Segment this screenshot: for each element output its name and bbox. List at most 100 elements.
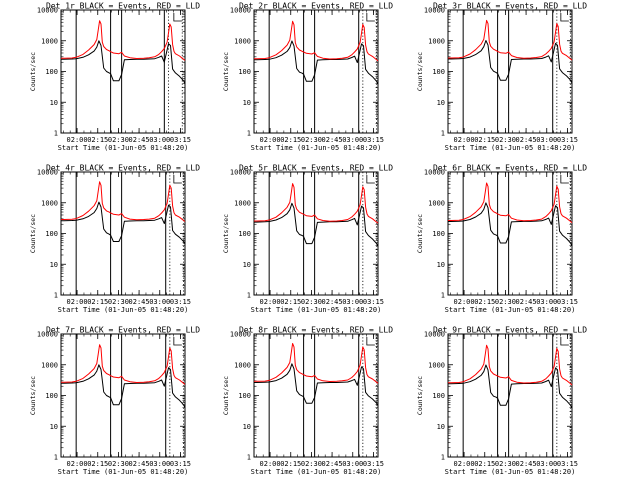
y-tick-label: 1000 xyxy=(41,361,58,369)
y-axis-label: Counts/sec xyxy=(222,376,230,415)
x-tick-label: 02:30 xyxy=(495,460,516,468)
x-tick-label: 03:00 xyxy=(342,460,363,468)
y-tick-label: 10000 xyxy=(37,331,58,339)
x-tick-label: 03:15 xyxy=(557,136,578,144)
x-axis-label: Start Time (01-Jun-05 01:48:20) xyxy=(58,306,189,314)
y-axis-label: Counts/sec xyxy=(222,52,230,91)
x-tick-label: 03:15 xyxy=(170,460,191,468)
plot-frame xyxy=(60,9,186,134)
lld-series xyxy=(61,181,186,222)
panel-8: Det 8r BLACK = Events, RED = LLD 1 10 100 10… xyxy=(222,326,393,477)
x-tick-label: 02:00 xyxy=(454,136,475,144)
y-axis-label: Counts/sec xyxy=(416,214,424,253)
x-tick-label: 02:45 xyxy=(322,136,343,144)
y-tick-label: 100 xyxy=(432,392,445,400)
y-tick-label: 10 xyxy=(243,261,251,269)
x-tick-label: 02:15 xyxy=(474,460,495,468)
panel-6: Det 6r BLACK = Events, RED = LLD 1 10 100 10… xyxy=(416,164,587,315)
x-tick-label: 02:30 xyxy=(301,136,322,144)
x-tick-label: 03:00 xyxy=(149,136,170,144)
panel-title: Det 9r BLACK = Events, RED = LLD xyxy=(433,326,587,335)
plot-frame xyxy=(447,333,573,458)
flag-marker xyxy=(560,175,569,184)
y-tick-label: 1 xyxy=(441,130,445,138)
y-tick-label: 10000 xyxy=(37,7,58,15)
events-series xyxy=(448,364,573,409)
y-tick-label: 1 xyxy=(54,292,58,300)
flag-marker xyxy=(560,13,569,22)
events-series xyxy=(254,40,379,85)
x-tick-label: 02:00 xyxy=(260,136,281,144)
x-tick-label: 02:45 xyxy=(516,298,537,306)
y-tick-label: 1 xyxy=(54,454,58,462)
x-axis-label: Start Time (01-Jun-05 01:48:20) xyxy=(445,468,576,476)
y-tick-label: 10 xyxy=(50,423,58,431)
x-tick-label: 03:00 xyxy=(149,298,170,306)
y-tick-label: 10000 xyxy=(424,7,445,15)
y-tick-label: 100 xyxy=(238,230,251,238)
y-tick-label: 1000 xyxy=(234,199,251,207)
x-tick-label: 02:30 xyxy=(301,298,322,306)
y-tick-label: 1 xyxy=(247,292,251,300)
panel-title: Det 1r BLACK = Events, RED = LLD xyxy=(46,2,200,11)
y-tick-label: 10000 xyxy=(230,331,251,339)
y-tick-label: 100 xyxy=(238,68,251,76)
plot-frame xyxy=(60,171,186,296)
x-tick-label: 03:00 xyxy=(342,136,363,144)
plot-frame xyxy=(60,333,186,458)
y-tick-label: 1000 xyxy=(234,361,251,369)
x-tick-label: 03:15 xyxy=(363,298,384,306)
y-tick-label: 10000 xyxy=(424,331,445,339)
x-tick-label: 02:45 xyxy=(129,460,150,468)
x-tick-label: 02:00 xyxy=(454,298,475,306)
y-tick-label: 10 xyxy=(243,99,251,107)
x-tick-label: 02:15 xyxy=(87,460,108,468)
plot-frame xyxy=(447,9,573,134)
panel-3: Det 3r BLACK = Events, RED = LLD 1 10 100 10… xyxy=(416,2,587,153)
flag-marker xyxy=(366,175,375,184)
x-tick-label: 02:30 xyxy=(495,136,516,144)
x-axis-label: Start Time (01-Jun-05 01:48:20) xyxy=(58,468,189,476)
x-tick-label: 02:45 xyxy=(129,298,150,306)
panel-1: Det 1r BLACK = Events, RED = LLD 1 10 100 10… xyxy=(29,2,200,153)
y-tick-label: 1000 xyxy=(234,37,251,45)
panel-7: Det 7r BLACK = Events, RED = LLD 1 10 100 10… xyxy=(29,326,200,477)
lld-series xyxy=(61,344,186,385)
flag-marker xyxy=(173,13,182,22)
x-tick-label: 03:00 xyxy=(536,298,557,306)
y-tick-label: 10000 xyxy=(230,7,251,15)
x-axis-label: Start Time (01-Jun-05 01:48:20) xyxy=(58,144,189,152)
flag-marker xyxy=(560,337,569,346)
events-series xyxy=(254,363,379,407)
y-tick-label: 10 xyxy=(437,99,445,107)
lld-series xyxy=(61,20,186,61)
plot-frame xyxy=(253,9,379,134)
plot-frame xyxy=(447,171,573,296)
panel-5: Det 5r BLACK = Events, RED = LLD 1 10 100 10… xyxy=(222,164,393,315)
x-tick-label: 03:15 xyxy=(557,298,578,306)
y-tick-label: 10 xyxy=(437,423,445,431)
events-series xyxy=(448,202,573,247)
y-tick-label: 10000 xyxy=(424,169,445,177)
x-tick-label: 02:00 xyxy=(454,460,475,468)
x-axis-label: Start Time (01-Jun-05 01:48:20) xyxy=(251,144,382,152)
panel-title: Det 5r BLACK = Events, RED = LLD xyxy=(239,164,393,173)
panel-title: Det 7r BLACK = Events, RED = LLD xyxy=(46,326,200,335)
y-tick-label: 100 xyxy=(432,230,445,238)
x-tick-label: 02:15 xyxy=(474,136,495,144)
x-tick-label: 02:30 xyxy=(301,460,322,468)
y-axis-label: Counts/sec xyxy=(222,214,230,253)
panel-title: Det 8r BLACK = Events, RED = LLD xyxy=(239,326,393,335)
y-axis-label: Counts/sec xyxy=(29,214,37,253)
y-tick-label: 10 xyxy=(50,99,58,107)
y-tick-label: 10 xyxy=(243,423,251,431)
x-tick-label: 02:30 xyxy=(495,298,516,306)
events-series xyxy=(254,202,379,248)
x-tick-label: 03:15 xyxy=(557,460,578,468)
panel-title: Det 4r BLACK = Events, RED = LLD xyxy=(46,164,200,173)
events-series xyxy=(61,201,186,245)
x-tick-label: 02:15 xyxy=(280,298,301,306)
y-tick-label: 1 xyxy=(441,454,445,462)
